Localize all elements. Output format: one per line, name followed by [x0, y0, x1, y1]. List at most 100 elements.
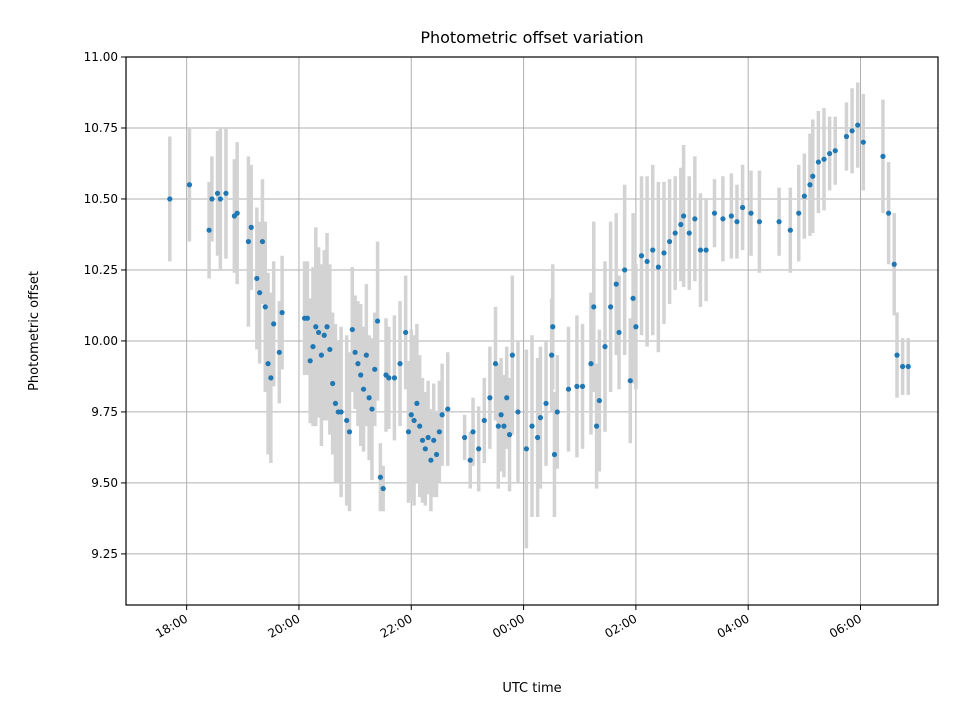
data-point — [234, 210, 240, 216]
data-point — [894, 352, 900, 358]
data-point — [627, 378, 633, 384]
y-tick-label: 10.00 — [84, 334, 118, 348]
y-tick-label: 10.25 — [84, 263, 118, 277]
data-point — [414, 400, 420, 407]
y-axis-label: Photometric offset — [27, 271, 42, 391]
data-point — [796, 210, 802, 216]
data-point — [630, 295, 636, 301]
data-point — [681, 213, 687, 219]
data-point — [436, 429, 442, 435]
data-point — [821, 156, 827, 162]
data-point — [422, 446, 428, 452]
data-point — [801, 193, 807, 199]
data-point — [397, 361, 403, 367]
data-point — [549, 352, 555, 358]
data-point — [439, 412, 445, 418]
data-point — [259, 238, 266, 245]
data-point — [408, 412, 414, 418]
data-point — [257, 290, 263, 296]
data-point — [481, 417, 487, 424]
data-point — [279, 309, 285, 316]
data-point — [602, 344, 608, 350]
data-point — [217, 196, 223, 202]
data-point — [550, 324, 556, 330]
data-point — [849, 128, 855, 134]
data-point — [551, 451, 558, 458]
data-point — [248, 224, 254, 230]
data-point — [487, 395, 493, 401]
data-point — [529, 423, 535, 429]
data-point — [209, 196, 215, 202]
data-point — [711, 210, 718, 216]
data-point — [588, 361, 594, 367]
data-point — [206, 227, 212, 233]
data-point — [591, 304, 597, 310]
data-point — [697, 247, 704, 253]
data-point — [417, 423, 423, 429]
data-point — [338, 409, 344, 415]
data-point — [622, 267, 628, 273]
data-point — [613, 281, 619, 287]
data-point — [885, 210, 892, 216]
data-point — [445, 406, 451, 412]
data-point — [905, 363, 911, 370]
data-point — [756, 219, 763, 225]
data-point — [405, 429, 412, 435]
data-point — [307, 358, 313, 364]
data-point — [254, 275, 260, 282]
data-point — [470, 429, 476, 435]
data-point — [433, 451, 440, 458]
data-point — [638, 253, 645, 259]
data-point — [276, 349, 282, 355]
data-point — [372, 366, 378, 372]
data-point — [327, 346, 333, 353]
data-point — [686, 230, 692, 236]
data-point — [366, 395, 372, 401]
data-point — [369, 406, 375, 412]
data-point — [596, 397, 602, 404]
data-point — [593, 423, 600, 429]
data-point — [574, 383, 580, 389]
data-point — [807, 182, 813, 188]
data-point — [843, 133, 850, 140]
data-point — [703, 247, 709, 253]
data-point — [739, 204, 746, 211]
data-point — [515, 409, 521, 415]
data-point — [419, 437, 426, 443]
data-point — [391, 375, 398, 381]
data-point — [535, 434, 541, 441]
data-point — [860, 139, 866, 145]
data-point — [616, 329, 622, 336]
data-point — [186, 182, 193, 188]
data-point — [855, 122, 861, 128]
data-point — [644, 258, 650, 265]
data-point — [332, 400, 339, 407]
data-point — [728, 213, 734, 219]
data-point — [734, 219, 740, 225]
data-point — [501, 423, 507, 429]
data-point — [304, 315, 310, 321]
data-point — [344, 417, 350, 424]
data-point — [543, 400, 549, 407]
data-point — [349, 326, 355, 333]
data-point — [672, 230, 678, 236]
data-point — [330, 380, 336, 387]
data-point — [318, 352, 325, 358]
y-tick-label: 10.50 — [84, 192, 118, 206]
data-point — [324, 324, 330, 330]
data-point — [509, 352, 515, 358]
y-tick-label: 11.00 — [84, 50, 118, 64]
data-point — [661, 250, 667, 256]
data-point — [554, 409, 560, 415]
data-point — [374, 318, 381, 324]
data-point — [565, 386, 572, 392]
data-point — [428, 457, 434, 463]
data-point — [268, 375, 274, 381]
data-point — [827, 150, 833, 157]
y-tick-label: 9.75 — [91, 405, 118, 419]
data-point — [245, 238, 252, 245]
y-tick-label: 9.25 — [91, 547, 118, 561]
data-point — [358, 372, 364, 378]
data-point — [476, 446, 482, 452]
